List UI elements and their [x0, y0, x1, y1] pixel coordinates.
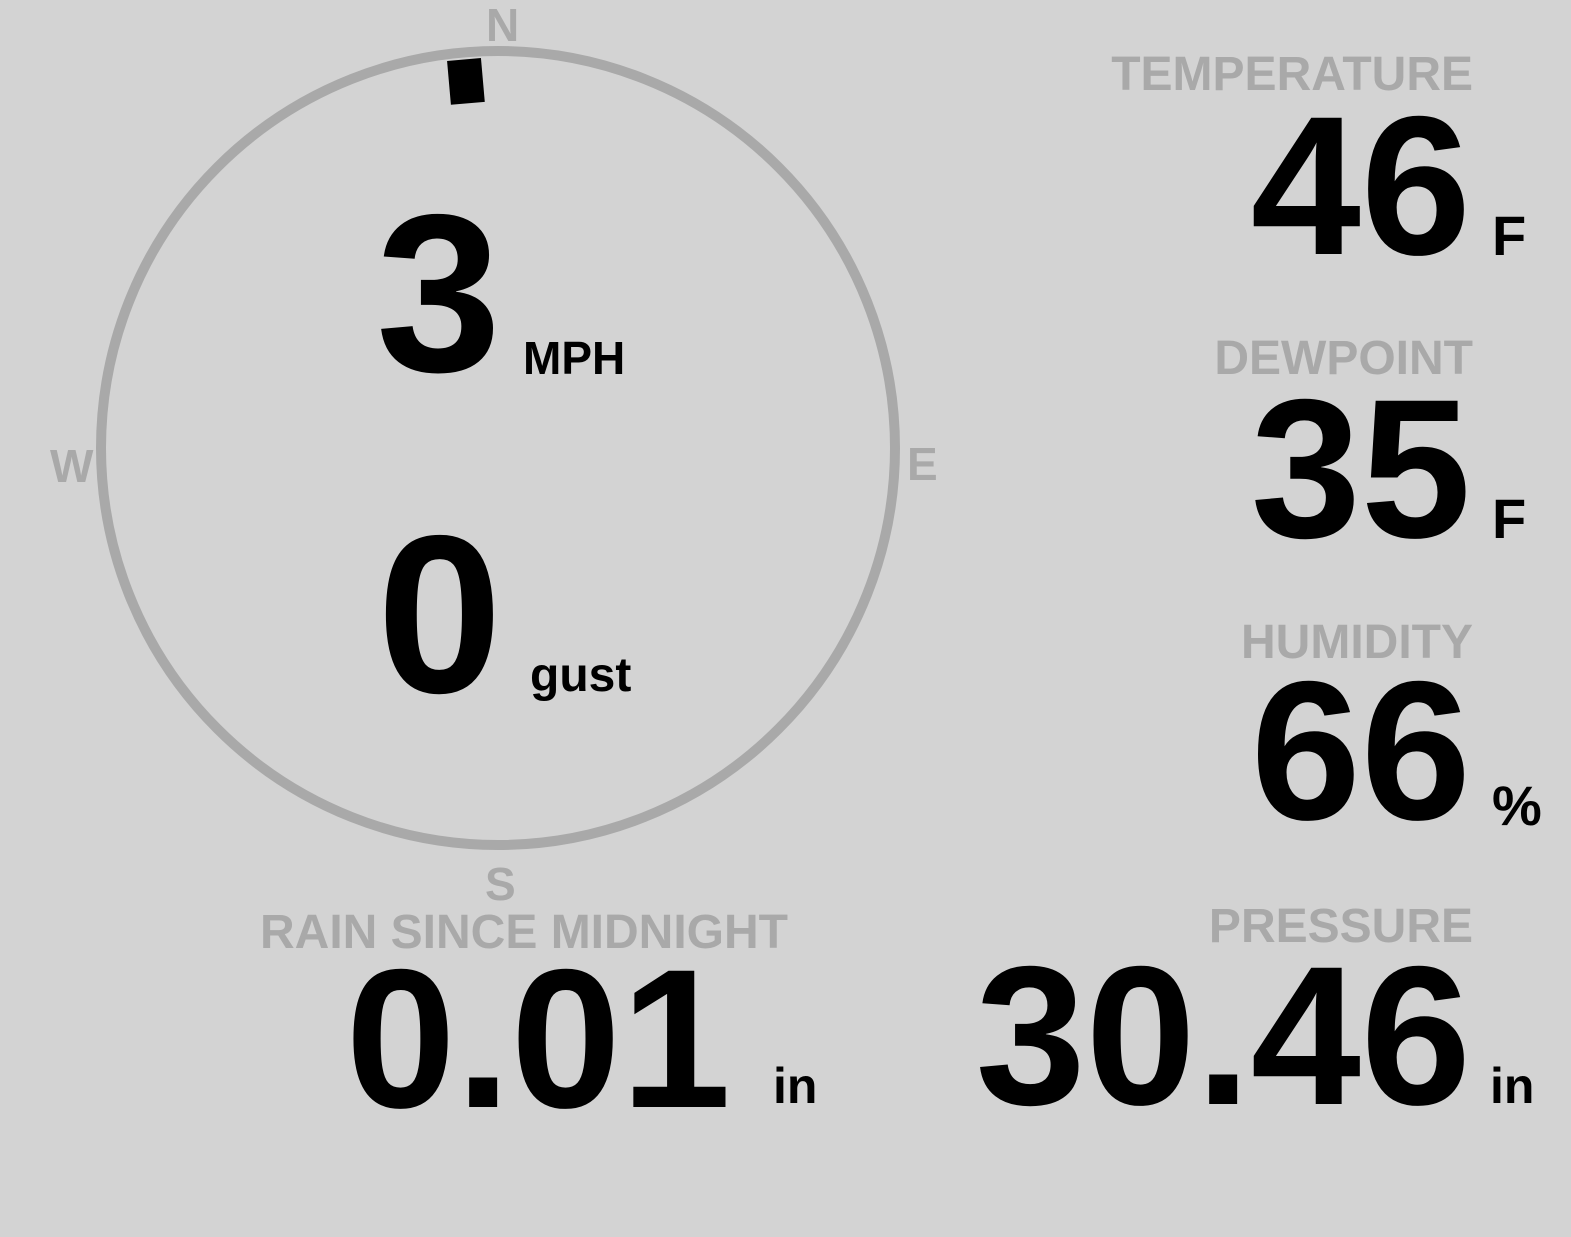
humidity-value: 66: [1250, 640, 1471, 861]
compass-east: E: [907, 438, 938, 490]
compass-south: S: [485, 858, 516, 910]
dewpoint-value: 35: [1250, 358, 1471, 579]
wind-gust-unit: gust: [530, 649, 632, 702]
temperature-label: TEMPERATURE: [1111, 48, 1473, 101]
humidity-unit: %: [1492, 774, 1542, 837]
pressure-unit: in: [1490, 1058, 1535, 1114]
rain-value: 0.01: [345, 928, 731, 1149]
pressure-label: PRESSURE: [1208, 900, 1473, 953]
temperature-value: 46: [1250, 75, 1471, 296]
compass-north: N: [486, 0, 520, 51]
compass-ring: [96, 46, 900, 850]
rain-unit: in: [773, 1058, 818, 1114]
dewpoint-label: DEWPOINT: [1214, 332, 1473, 385]
wind-gust-value: 0: [377, 488, 503, 740]
wind-direction-marker: [447, 58, 485, 105]
compass-west: W: [50, 440, 94, 492]
dewpoint-unit: F: [1492, 487, 1527, 550]
temperature-unit: F: [1492, 204, 1527, 267]
wind-speed-value: 3: [376, 167, 502, 419]
pressure-value: 30.46: [975, 925, 1471, 1146]
rain-label: RAIN SINCE MIDNIGHT: [260, 906, 788, 959]
wind-speed-unit: MPH: [523, 332, 626, 384]
humidity-label: HUMIDITY: [1241, 616, 1473, 669]
